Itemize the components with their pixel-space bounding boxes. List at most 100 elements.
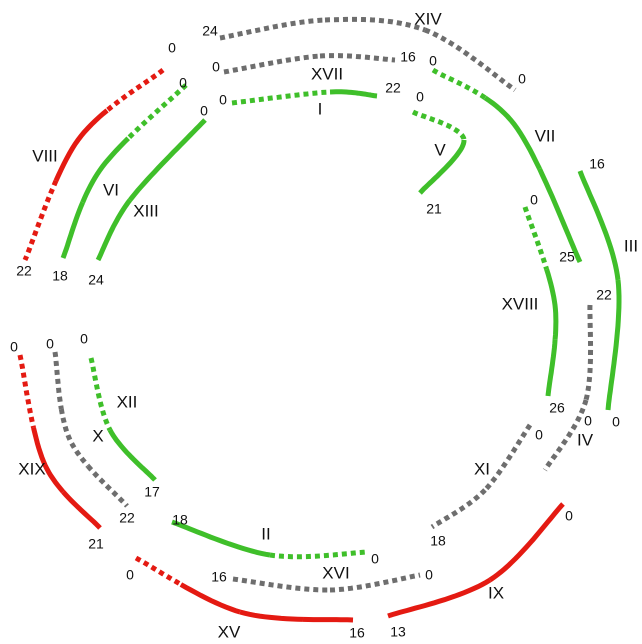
arc-iii-segment: [577, 170, 621, 281]
arc-ix-segment: [488, 502, 565, 583]
arc-ii-start-value: 18: [172, 512, 188, 528]
arc-xiv-segment: [219, 17, 326, 41]
arc-xv-segment: [302, 616, 354, 623]
arc-ii-segment: [171, 519, 271, 558]
arc-iii-label: III: [624, 236, 638, 255]
arc-xv-segment: [134, 555, 183, 587]
arc-xix-label: XIX: [18, 459, 45, 478]
arc-xvi-label: XVI: [322, 563, 349, 582]
arc-xvii-start-value: 0: [212, 59, 220, 75]
arc-xiv-segment: [324, 16, 426, 33]
arc-iii-start-value: 16: [589, 156, 605, 172]
arc-xvi-start-value: 16: [211, 569, 227, 585]
arc-layer: [17, 16, 622, 623]
arc-ix-start-value: 0: [565, 508, 573, 524]
arc-x-segment: [52, 351, 64, 410]
arc-iii-end-value: 0: [612, 414, 620, 430]
label-layer: XIV240XVII016I022V021VII025III160XVIII02…: [10, 9, 638, 641]
arc-vii-segment: [431, 67, 487, 100]
arc-v-end-value: 21: [426, 201, 442, 217]
arc-ii-end-value: 0: [371, 551, 379, 567]
arc-xv-start-value: 0: [126, 567, 134, 583]
arc-xv-segment: [239, 609, 304, 622]
arc-vii-end-value: 25: [559, 249, 575, 265]
arc-x-end-value: 22: [119, 510, 135, 526]
arc-xii-segment: [88, 357, 113, 432]
arc-v-segment: [418, 139, 467, 195]
arc-vii-segment: [483, 95, 542, 171]
arc-xiii-segment: [128, 118, 207, 202]
arc-xvii-segment: [223, 53, 321, 75]
arc-iii-segment: [605, 279, 622, 411]
arc-xii-end-value: 17: [144, 484, 160, 500]
arc-xv-label: XV: [218, 622, 241, 641]
arc-x-segment: [58, 408, 90, 468]
arc-xviii-end-value: 26: [549, 400, 565, 416]
arc-xiv-label: XIV: [414, 9, 442, 28]
arc-xviii-segment: [545, 339, 558, 397]
arc-xvii-segment: [319, 53, 396, 63]
arc-xiv-segment: [424, 27, 517, 93]
arc-xix-end-value: 21: [88, 536, 104, 552]
arc-xv-segment: [179, 582, 241, 615]
arc-viii-segment: [105, 68, 165, 113]
arc-xiv-start-value: 24: [202, 23, 218, 39]
arc-viii-segment: [22, 179, 59, 262]
arc-iv-segment: [583, 304, 594, 401]
arc-ii-segment: [269, 549, 369, 560]
arc-xi-segment: [483, 423, 533, 492]
arc-v-segment: [411, 109, 467, 141]
arc-v-label: V: [434, 140, 446, 159]
arc-iv-segment: [542, 399, 589, 472]
arc-xviii-segment: [544, 268, 559, 340]
arc-i-segment: [329, 89, 378, 99]
arc-viii-end-value: 22: [16, 263, 32, 279]
arc-xii-label: XII: [117, 392, 138, 411]
arc-xiv-end-value: 0: [518, 71, 526, 87]
arc-viii-segment: [53, 108, 109, 182]
arc-xiii-start-value: 0: [200, 103, 208, 119]
arc-xvi-segment: [232, 576, 330, 593]
arc-viii-start-value: 0: [168, 40, 176, 56]
arc-xvi-segment: [329, 572, 421, 593]
arc-xi-label: XI: [474, 459, 490, 478]
arc-i-start-value: 0: [219, 92, 227, 108]
arc-vi-start-value: 0: [179, 75, 187, 91]
arc-x-start-value: 0: [46, 336, 54, 352]
arc-xix-segment: [31, 427, 66, 494]
arc-ii-label: II: [261, 524, 270, 543]
arc-iv-start-value: 22: [596, 287, 612, 303]
arc-xii-segment: [107, 428, 157, 482]
arc-ix-end-value: 13: [390, 624, 406, 640]
arc-xiii-end-value: 24: [88, 272, 104, 288]
arc-xvii-end-value: 16: [400, 49, 416, 65]
arc-iv-end-value: 0: [584, 413, 592, 429]
arc-xviii-segment: [522, 206, 549, 270]
arc-vii-start-value: 0: [429, 53, 437, 69]
arc-vi-segment: [60, 201, 85, 259]
arc-viii-label: VIII: [32, 146, 58, 165]
arc-vii-segment: [537, 167, 583, 264]
arc-xi-segment: [430, 488, 487, 530]
arc-i-end-value: 22: [385, 80, 401, 96]
arc-x-label: X: [92, 426, 103, 445]
arc-xiii-segment: [95, 198, 132, 262]
arc-xviii-start-value: 0: [530, 192, 538, 208]
arc-i-segment: [231, 89, 331, 106]
arc-vi-segment: [126, 83, 188, 141]
arc-xix-segment: [61, 490, 102, 530]
arc-xi-start-value: 0: [535, 427, 543, 443]
arc-xix-start-value: 0: [10, 339, 18, 355]
arc-v-start-value: 0: [416, 89, 424, 105]
arc-xiii-label: XIII: [133, 201, 159, 220]
arc-vi-label: VI: [103, 180, 119, 199]
arc-ix-label: IX: [488, 583, 504, 602]
arc-vi-segment: [80, 136, 130, 204]
arc-vi-end-value: 18: [52, 268, 68, 284]
arc-x-segment: [86, 464, 129, 508]
arc-ix-segment: [387, 577, 492, 619]
arc-xi-end-value: 18: [430, 533, 446, 549]
arc-i-label: I: [318, 99, 323, 118]
arc-xvii-label: XVII: [311, 64, 343, 83]
